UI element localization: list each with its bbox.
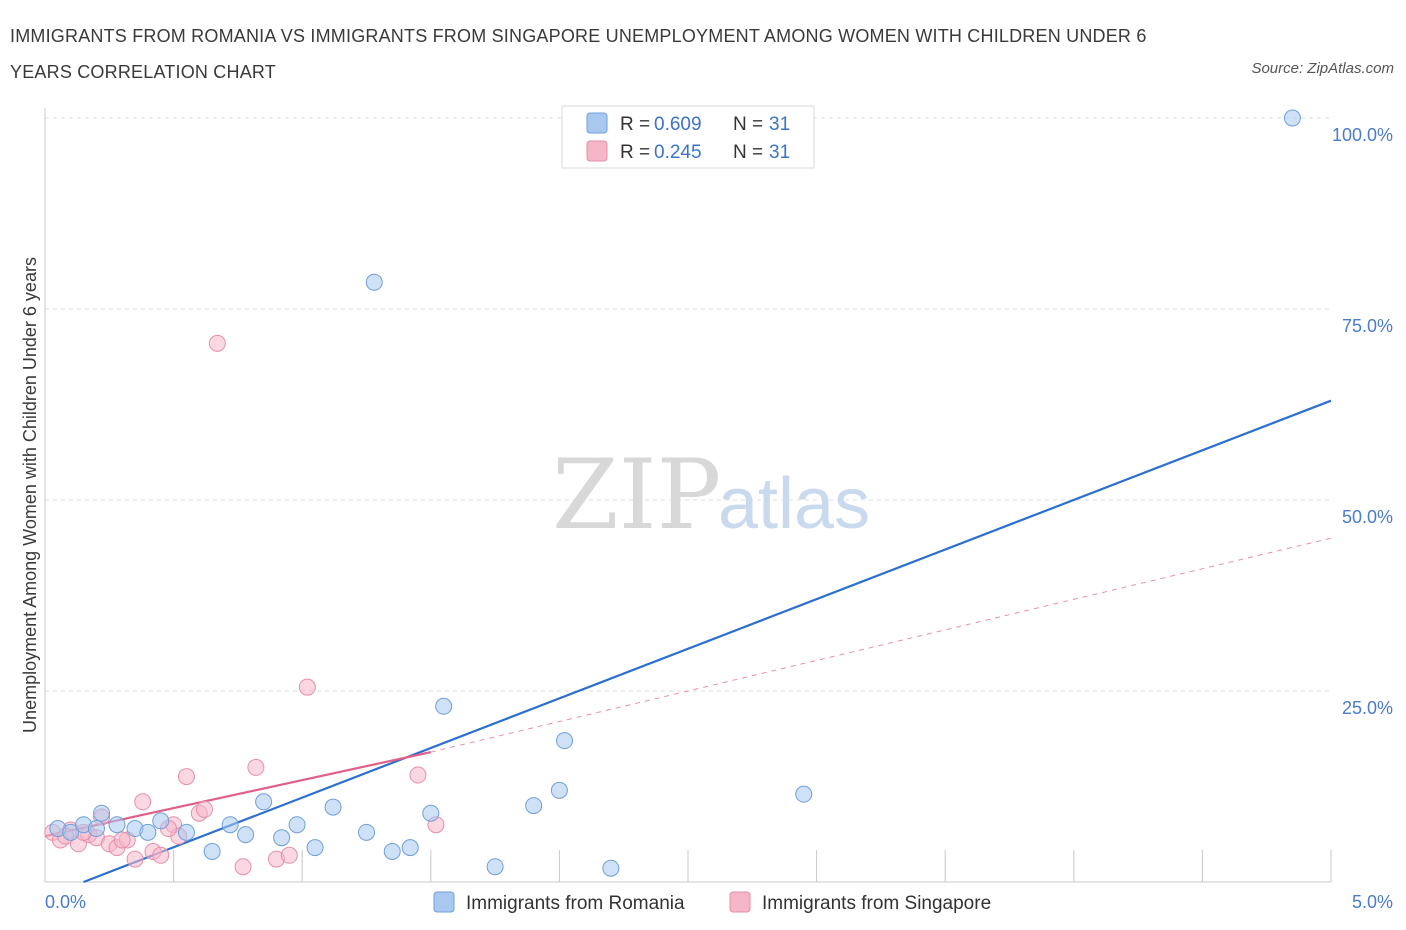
romania-point-9	[177, 823, 195, 841]
singapore-trend-extension	[430, 537, 1332, 753]
romania-point-17	[324, 798, 342, 816]
romania-point-16	[306, 839, 324, 857]
legend-swatch-singapore	[586, 140, 608, 162]
legend-r-label-singapore: R =	[620, 142, 650, 163]
romania-point-22	[422, 804, 440, 822]
legend-r-value-singapore: 0.245	[654, 142, 702, 163]
romania-point-4	[93, 804, 111, 822]
legend-n-value-singapore: 31	[769, 142, 790, 163]
romania-point-20	[383, 842, 401, 860]
chart-title: IMMIGRANTS FROM ROMANIA VS IMMIGRANTS FR…	[10, 26, 1147, 82]
bottom-legend-swatch-singapore	[729, 891, 751, 913]
y-tick-labels: 100.0% 75.0% 50.0% 25.0%	[1332, 125, 1393, 718]
romania-points	[49, 109, 1301, 877]
romania-point-11	[221, 816, 239, 834]
romania-point-13	[255, 793, 273, 811]
y-tick-label-2: 50.0%	[1342, 507, 1393, 527]
singapore-point-19	[208, 334, 226, 352]
y-axis-title: Unemployment Among Women with Children U…	[20, 257, 40, 733]
singapore-point-20	[234, 858, 252, 876]
legend-n-value-romania: 31	[769, 114, 790, 135]
romania-point-30	[1283, 109, 1301, 127]
romania-point-27	[556, 732, 574, 750]
singapore-point-24	[298, 678, 316, 696]
romania-point-8	[152, 812, 170, 830]
x-tick-labels: 0.0% 5.0%	[45, 892, 1393, 912]
legend-n-label-singapore: N =	[733, 142, 763, 163]
romania-point-24	[486, 858, 504, 876]
legend-swatch-romania	[586, 112, 608, 134]
romania-point-10	[203, 842, 221, 860]
singapore-point-21	[247, 758, 265, 776]
legend-r-value-romania: 0.609	[654, 114, 702, 135]
watermark-atlas: atlas	[718, 464, 870, 544]
romania-point-28	[602, 859, 620, 877]
singapore-point-13	[152, 846, 170, 864]
romania-point-14	[273, 829, 291, 847]
y-tick-label-0: 100.0%	[1332, 125, 1393, 145]
romania-point-29	[795, 785, 813, 803]
romania-point-1	[62, 823, 80, 841]
singapore-point-29	[113, 831, 131, 849]
legend-n-label-romania: N =	[733, 114, 763, 135]
bottom-legend-swatch-romania	[433, 891, 455, 913]
watermark: ZIP atlas	[552, 439, 870, 551]
romania-point-18	[358, 823, 375, 841]
bottom-legend-singapore: Immigrants from Singapore	[762, 893, 991, 914]
romania-point-7	[139, 823, 157, 841]
romania-point-19	[365, 273, 383, 291]
correlation-legend: R = 0.609 N = 31 R = 0.245 N = 31	[561, 105, 815, 169]
singapore-point-23	[280, 846, 298, 864]
singapore-point-18	[195, 800, 213, 818]
x-tick-label-1: 5.0%	[1352, 892, 1393, 912]
watermark-zip: ZIP	[552, 439, 721, 551]
singapore-point-10	[126, 850, 144, 868]
romania-point-25	[525, 797, 543, 815]
axes	[44, 108, 1332, 883]
romania-point-5	[108, 816, 126, 834]
romania-point-15	[288, 816, 306, 834]
source-label: Source: ZipAtlas.com	[1251, 60, 1394, 77]
y-tick-label-1: 75.0%	[1342, 316, 1393, 336]
grid-lines	[45, 117, 1331, 692]
singapore-point-11	[134, 793, 152, 811]
series-legend: Immigrants from Romania Immigrants from …	[433, 891, 991, 914]
singapore-point-16	[177, 768, 195, 786]
romania-point-3	[87, 820, 105, 838]
romania-point-26	[550, 781, 568, 799]
romania-point-21	[401, 839, 419, 857]
legend-r-label-romania: R =	[620, 114, 650, 135]
romania-point-23	[435, 697, 453, 715]
singapore-point-25	[409, 766, 427, 784]
x-tick-label-0: 0.0%	[45, 892, 86, 912]
romania-point-12	[237, 826, 255, 844]
romania-trend-line	[83, 399, 1332, 884]
y-tick-label-3: 25.0%	[1342, 698, 1393, 718]
bottom-legend-romania: Immigrants from Romania	[466, 893, 685, 914]
